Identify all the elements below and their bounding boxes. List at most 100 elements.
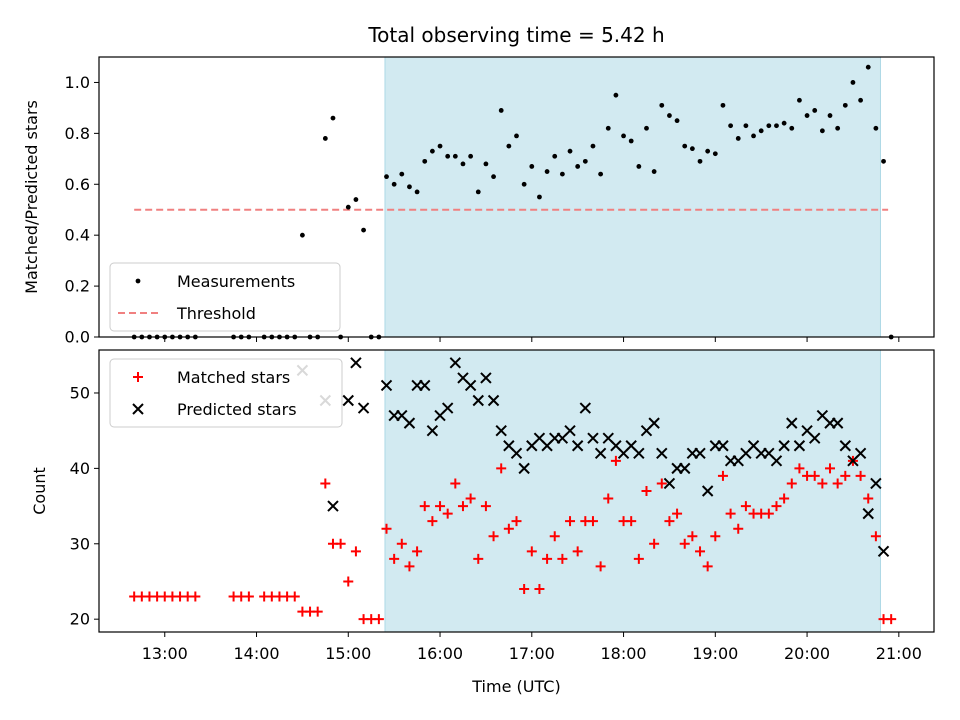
top-dot-point [299,232,305,238]
top-dot-point [819,128,825,134]
bottom-x-point [778,440,790,452]
chart-title: Total observing time = 5.42 h [367,23,664,47]
top-panel: 0.0 0.2 0.4 0.6 0.8 1.0 Matched/Predicted star… [22,56,935,347]
bottom-plus-point [572,546,583,557]
top-dot-point [705,148,711,154]
bottom-plus-point [817,478,828,489]
bottom-plus-point [695,546,706,557]
bottom-plus-point [450,478,461,489]
bottom-plus-point [488,531,499,542]
top-dot-point [345,204,351,210]
top-dot-point [674,118,680,124]
top-dot-point [735,136,741,141]
bottom-plus-point [412,546,423,557]
bottom-legend-marker-plus [133,372,143,382]
x-tick-label: 17:00 [509,644,555,663]
top-dot-point [330,115,336,121]
bottom-plus-point [863,493,874,504]
top-dot-point [445,153,451,159]
top-dot-point [751,133,756,139]
top-dot-point [842,102,848,108]
bottom-plus-point [381,523,392,534]
bottom-plus-point [496,463,507,474]
top-dot-point [628,138,634,144]
bottom-plus-point [809,470,820,481]
top-legend-box [109,262,341,332]
top-dot-point [575,164,581,169]
bottom-plus-point [373,614,384,625]
top-dot-point [506,143,512,149]
top-y-tick-label: 0.2 [65,277,90,296]
bottom-plus-point [610,455,621,466]
top-y-tick-label: 0.8 [65,124,90,143]
bottom-plus-point [320,478,331,489]
bottom-plus-point [473,553,484,564]
bottom-plus-point [557,553,568,564]
top-y-tick-label: 0.6 [65,175,90,194]
bottom-x-point [862,507,874,520]
top-axes-frame [98,56,935,338]
top-y-axis-label: Matched/Predicted stars [22,100,41,294]
bottom-plus-point [404,561,415,572]
top-dot-point [758,128,764,134]
top-dot-point [850,80,856,85]
top-dot-point [865,64,871,70]
top-dot-point [812,108,818,113]
top-dot-point [414,189,420,195]
top-series-dot [131,64,894,340]
bottom-plus-point [840,470,851,481]
bottom-y-tick-label: 30 [70,534,90,553]
bottom-plus-point [641,486,652,496]
bottom-panel: 20 30 40 50 13:00 14:00 15:00 16:00 17:00 18:00 19… [30,349,935,663]
bottom-x-point [350,357,362,369]
bottom-plus-point [595,561,606,572]
bottom-x-point [449,357,462,369]
top-legend-label: Measurements [177,272,295,291]
bottom-x-point [571,440,584,452]
bottom-x-point [327,500,339,512]
top-dot-point [452,153,458,159]
bottom-legend-box [109,358,343,428]
bottom-legend: Matched stars Predicted stars [109,358,343,428]
bottom-legend-label: Predicted stars [177,400,297,419]
top-dot-point [651,169,657,174]
bottom-plus-point [626,516,637,527]
bottom-plus-point [289,591,300,602]
bottom-x-point [809,432,821,444]
bottom-plus-point [717,470,728,481]
bottom-plus-point [649,538,660,549]
bottom-plus-point [740,501,751,512]
bottom-plus-point [733,523,744,534]
top-dot-point [728,123,734,129]
bottom-x-point [786,417,798,429]
bottom-x-point [594,447,607,460]
bottom-plus-point [457,501,468,512]
top-dot-point [384,174,389,180]
x-axis-label: Time (UTC) [471,677,560,696]
bottom-plus-point [190,591,201,602]
bottom-plus-point [465,493,476,504]
bottom-plus-point [886,614,897,625]
bottom-x-point [633,447,645,460]
bottom-x-point [487,394,500,407]
bottom-x-point [472,394,484,407]
bottom-plus-point [687,531,698,542]
bottom-plus-point [427,516,438,527]
top-dot-point [659,102,665,108]
bottom-plus-point [435,501,446,512]
x-tick-label: 20:00 [784,644,830,663]
top-dot-point [460,161,466,167]
x-tick-label: 14:00 [233,644,279,663]
bottom-plus-point [779,493,790,504]
top-legend-marker-dot [135,278,141,284]
bottom-plus-point [343,576,354,587]
bottom-x-point [870,477,882,490]
bottom-plus-point [763,508,774,519]
top-dot-point [766,123,772,129]
bottom-x-point [403,417,416,429]
top-dot-point [391,181,397,187]
top-legend: Measurements Threshold [109,262,341,332]
bottom-x-point [587,432,599,444]
bottom-plus-point [656,478,667,489]
bottom-x-point [464,379,477,392]
